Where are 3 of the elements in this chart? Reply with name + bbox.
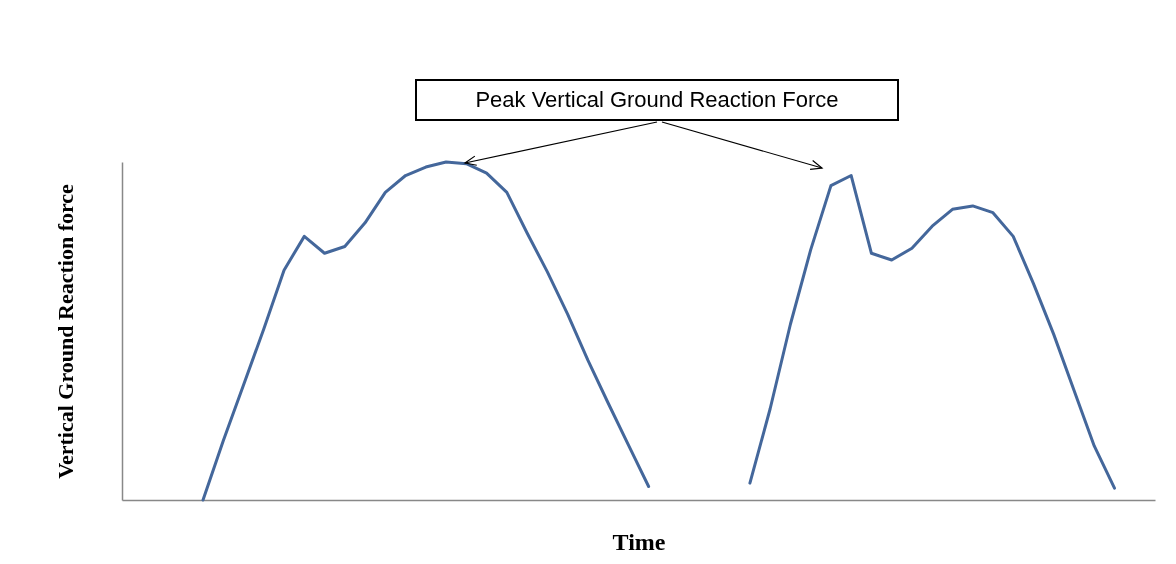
x-axis-title: Time xyxy=(612,528,666,555)
text: Peak Vertical Ground Reaction Force xyxy=(475,87,839,112)
y-axis-title: Vertical Ground Reaction force xyxy=(52,183,78,479)
